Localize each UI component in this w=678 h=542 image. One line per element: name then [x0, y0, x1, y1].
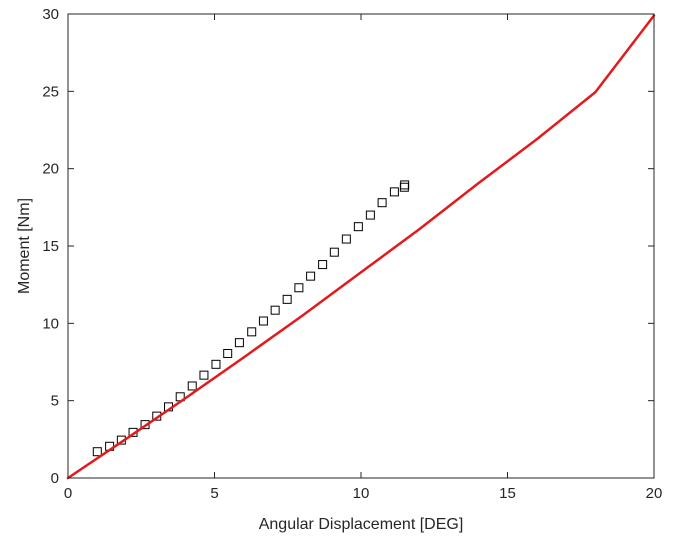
data-point-square	[247, 327, 257, 337]
data-point-square	[234, 338, 244, 348]
data-point-square	[270, 305, 280, 315]
data-point-square	[341, 234, 351, 244]
data-point-square	[389, 187, 399, 197]
y-tick-label: 15	[42, 238, 59, 255]
data-point-square	[258, 316, 268, 326]
data-point-square	[294, 283, 304, 293]
data-point-square	[318, 260, 328, 270]
x-tick-label: 10	[353, 485, 370, 502]
y-tick-label: 0	[51, 470, 59, 487]
data-point-square	[306, 271, 316, 281]
y-tick-label: 20	[42, 161, 59, 178]
x-axis-label: Angular Displacement [DEG]	[259, 516, 464, 533]
x-tick-label: 15	[499, 485, 516, 502]
data-point-square	[223, 348, 233, 358]
data-point-square	[187, 381, 197, 391]
y-axis-label: Moment [Nm]	[16, 198, 33, 294]
plot-background	[68, 14, 654, 478]
x-tick-label: 20	[646, 485, 663, 502]
model-curve-line	[66, 14, 656, 480]
data-point-square	[282, 294, 292, 304]
y-tick-label: 10	[42, 315, 59, 332]
data-point-square	[329, 247, 339, 257]
data-point-square	[199, 370, 209, 380]
data-point-square	[377, 198, 387, 208]
plot-frame	[67, 13, 655, 479]
data-point-square	[365, 210, 375, 220]
series-layer	[66, 14, 656, 480]
data-point-square	[353, 222, 363, 232]
x-tick-label: 5	[210, 485, 218, 502]
x-tick-label: 0	[64, 485, 72, 502]
y-tick-label: 25	[42, 83, 59, 100]
y-tick-label: 5	[51, 393, 59, 410]
data-point-square	[92, 447, 102, 457]
y-tick-label: 30	[42, 6, 59, 23]
data-point-square	[211, 359, 221, 369]
data-point-square	[400, 180, 410, 190]
